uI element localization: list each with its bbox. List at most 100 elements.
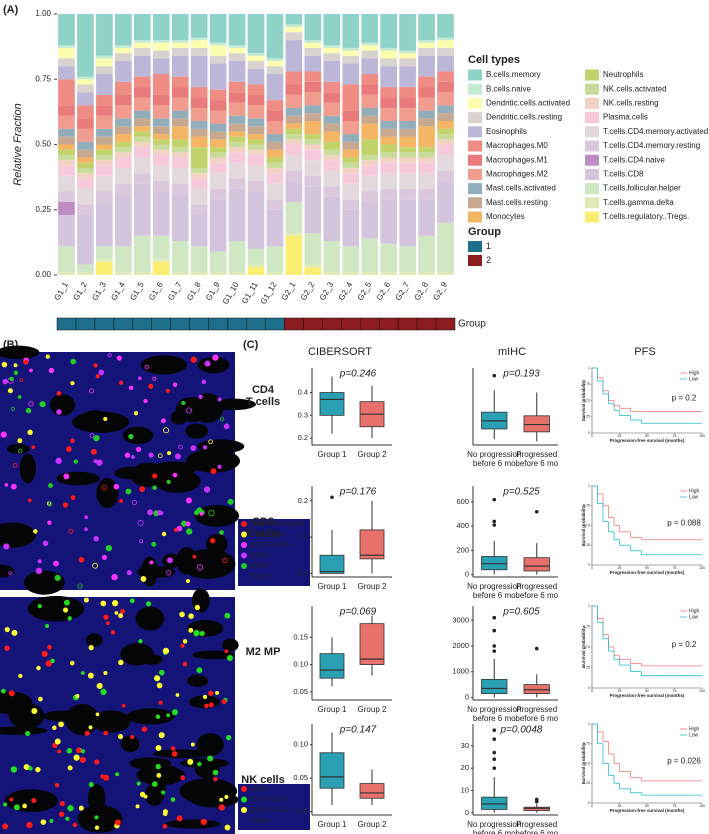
outlier — [330, 495, 334, 500]
bar-segment — [114, 246, 132, 273]
legend-label: High — [689, 726, 700, 732]
x-tick-label: Group 1 — [318, 450, 347, 459]
bar-segment — [380, 144, 398, 153]
cell-dot — [196, 667, 203, 674]
cell-dot — [3, 802, 8, 807]
cell-dot — [33, 529, 38, 534]
cell-dot — [224, 612, 231, 619]
y-tick-label: 0.75 — [583, 624, 590, 628]
bar-segment — [418, 42, 435, 48]
legend-label: B.cells.naive — [486, 84, 531, 93]
bar-segment — [171, 14, 189, 41]
cell-dot — [67, 616, 72, 621]
cell-dot — [11, 629, 18, 636]
cell-dot — [59, 811, 65, 817]
bar-segment — [361, 94, 379, 108]
bar-segment — [228, 178, 246, 189]
bar-segment — [171, 157, 189, 168]
bar-segment — [228, 141, 246, 148]
cell-dot — [35, 567, 43, 575]
cell-dot — [25, 407, 32, 414]
bar-segment — [285, 170, 303, 182]
y-tick-label: 0.4 — [298, 388, 308, 397]
bar-segment — [361, 160, 379, 166]
bar-segment — [96, 14, 113, 56]
legend-label: CD57+CD3+ — [250, 807, 290, 814]
box — [523, 415, 550, 433]
bar-segment — [399, 147, 416, 153]
bar-segment — [190, 214, 208, 247]
y-tick-label: 0.10 — [293, 740, 308, 749]
y-tick-label: 0.00 — [293, 807, 308, 816]
bar-segment — [247, 118, 265, 127]
outlier — [492, 523, 497, 527]
cell-dot — [19, 378, 24, 383]
bar-segment — [285, 94, 303, 108]
stroma-region — [142, 654, 163, 665]
bar-segment — [58, 201, 75, 215]
cell-dot — [31, 707, 38, 714]
cell-dot — [219, 530, 224, 535]
bar-segment — [323, 60, 341, 82]
bar-segment — [77, 204, 94, 215]
p-value: p=0.069 — [339, 607, 377, 618]
bar-segment — [304, 71, 322, 82]
cell-dot — [204, 360, 211, 367]
cell-dot — [10, 406, 15, 411]
bar-segment — [361, 165, 379, 176]
row-label: CD4 T cells — [246, 384, 280, 408]
cell-dot — [181, 400, 186, 406]
bar-segment — [96, 149, 113, 155]
bar-segment — [209, 45, 227, 56]
bar-segment — [304, 149, 322, 161]
x-tick-label: 75 — [673, 566, 677, 570]
cell-dot — [204, 703, 209, 709]
bar-segment — [152, 144, 170, 150]
legend-label: Low — [689, 614, 699, 620]
y-tick-label: 0.5 — [585, 761, 590, 765]
cell-dot — [114, 611, 119, 615]
stroma-region — [126, 708, 175, 725]
cell-dot — [103, 416, 108, 421]
bar-segment — [437, 37, 454, 41]
p-value: p = 0.2 — [672, 640, 697, 649]
legend-swatch — [468, 97, 482, 109]
stroma-region — [77, 805, 123, 833]
bar-segment — [77, 14, 94, 77]
cell-dot — [18, 673, 23, 679]
bar-segment — [380, 58, 398, 67]
cell-dot — [38, 696, 43, 702]
x-tick-label: 50 — [645, 689, 649, 693]
bar-segment — [171, 97, 189, 111]
cell-dot — [88, 781, 94, 788]
cell-dot — [52, 725, 57, 730]
cell-dot — [96, 682, 103, 690]
bar-segment — [342, 63, 360, 85]
bar-segment — [209, 131, 227, 140]
bar-segment — [342, 272, 360, 275]
bar-segment — [96, 261, 113, 275]
cell-dot — [152, 485, 157, 491]
legend-label: CD68 — [250, 563, 268, 570]
x-tick-label: 25 — [618, 566, 622, 570]
legend-swatch — [585, 211, 599, 223]
bar-segment — [361, 154, 379, 161]
bar-segment — [323, 170, 341, 187]
group-strip-cell — [56, 317, 77, 331]
cell-dot — [110, 630, 116, 635]
bar-segment — [96, 144, 113, 150]
bar-segment — [152, 105, 170, 119]
bar-segment — [285, 123, 303, 129]
y-tick-label: 1 — [588, 604, 590, 608]
x-tick-label: G1_12 — [259, 280, 279, 306]
bar-segment — [228, 45, 246, 48]
bar-segment — [361, 201, 379, 239]
cell-dot — [56, 409, 62, 415]
p-value: p=0.246 — [339, 369, 377, 380]
bar-segment — [209, 63, 227, 90]
cell-dot — [39, 401, 46, 408]
box — [523, 684, 550, 694]
legend-label: 1 — [486, 241, 491, 251]
cell-dot — [161, 790, 166, 795]
bar-segment — [304, 233, 322, 265]
